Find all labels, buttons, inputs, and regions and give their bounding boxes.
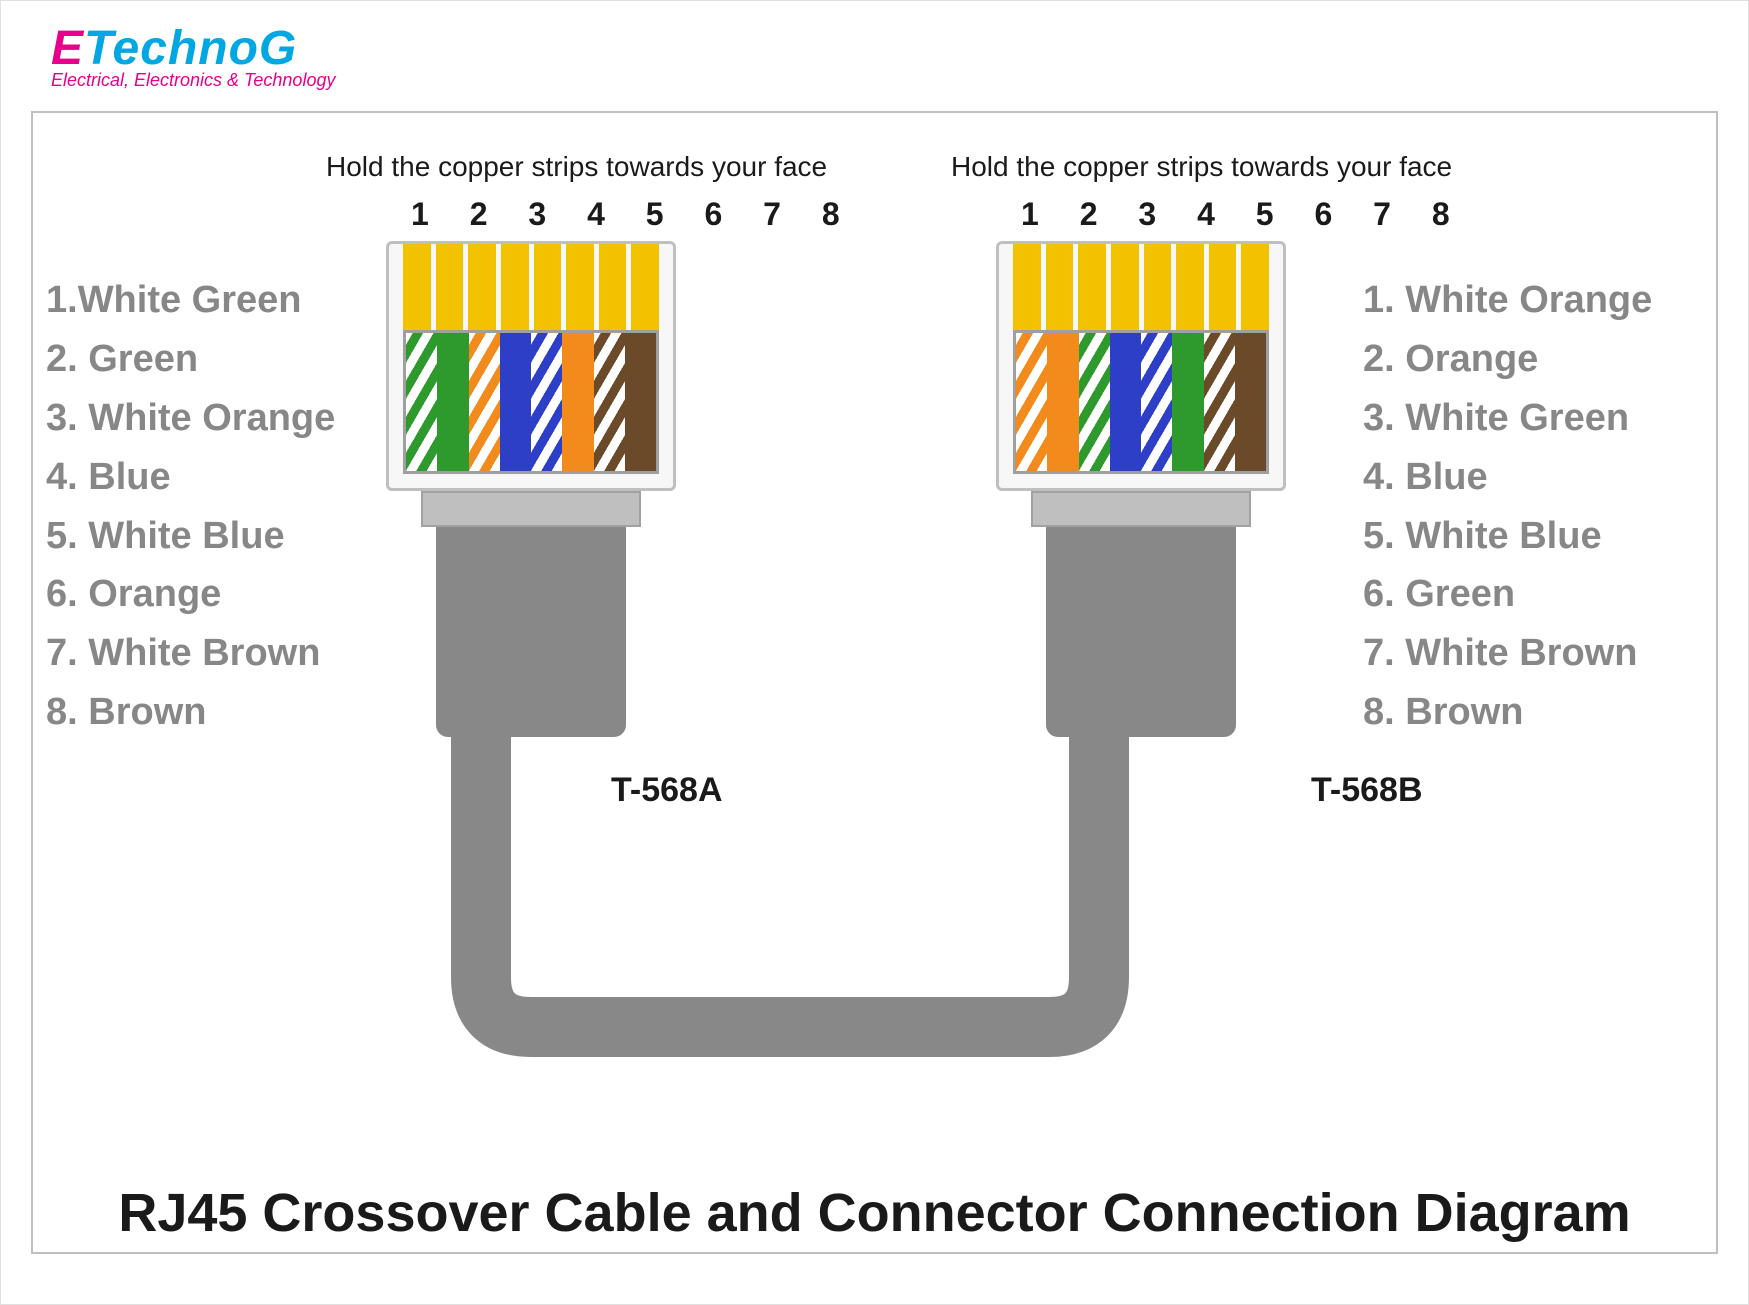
- brand-logo: ETechnoG Electrical, Electronics & Techn…: [51, 21, 335, 91]
- connector-neck-right: [1031, 491, 1251, 527]
- wire: [1110, 333, 1141, 471]
- gold-pin: [1046, 244, 1074, 330]
- wire: [1204, 333, 1235, 471]
- gold-pin: [1111, 244, 1139, 330]
- wire: [625, 333, 656, 471]
- wire: [1141, 333, 1172, 471]
- connector-boot-left: [436, 527, 626, 737]
- connector-left: [386, 241, 676, 737]
- gold-pin: [534, 244, 562, 330]
- gold-pin: [1209, 244, 1237, 330]
- wire-legend-item: 1. White Orange: [1363, 271, 1723, 330]
- gold-pin: [501, 244, 529, 330]
- wire-legend-item: 6. Orange: [46, 565, 346, 624]
- wire-legend-item: 1.White Green: [46, 271, 346, 330]
- wire-legend-item: 7. White Brown: [46, 624, 346, 683]
- wire-legend-item: 2. Green: [46, 330, 346, 389]
- wire-legend-left: 1.White Green2. Green3. White Orange4. B…: [46, 271, 346, 742]
- gold-pin: [599, 244, 627, 330]
- wire: [437, 333, 468, 471]
- rj45-head-right: [996, 241, 1286, 491]
- wire-legend-item: 8. Brown: [1363, 683, 1723, 742]
- brand-name: ETechnoG: [51, 21, 335, 76]
- gold-pin: [1078, 244, 1106, 330]
- wire-legend-item: 7. White Brown: [1363, 624, 1723, 683]
- wire: [1079, 333, 1110, 471]
- wire-legend-item: 2. Orange: [1363, 330, 1723, 389]
- pin-numbers-right: 1 2 3 4 5 6 7 8: [1021, 196, 1466, 233]
- gold-pins-left: [403, 244, 659, 330]
- hint-right: Hold the copper strips towards your face: [951, 151, 1452, 183]
- brand-tagline: Electrical, Electronics & Technology: [51, 70, 335, 91]
- gold-pin: [1241, 244, 1269, 330]
- connector-right: [996, 241, 1286, 737]
- wire: [1172, 333, 1203, 471]
- brand-e-initial: E: [51, 22, 84, 75]
- gold-pin: [436, 244, 464, 330]
- standard-label-right: T-568B: [1311, 771, 1423, 810]
- gold-pins-right: [1013, 244, 1269, 330]
- wire: [406, 333, 437, 471]
- connector-boot-right: [1046, 527, 1236, 737]
- connector-neck-left: [421, 491, 641, 527]
- standard-label-left: T-568A: [611, 771, 723, 810]
- wire: [500, 333, 531, 471]
- pin-numbers-left: 1 2 3 4 5 6 7 8: [411, 196, 856, 233]
- wires-window-left: [403, 330, 659, 474]
- diagram-page: ETechnoG Electrical, Electronics & Techn…: [0, 0, 1749, 1305]
- rj45-head-left: [386, 241, 676, 491]
- wire: [594, 333, 625, 471]
- wire: [531, 333, 562, 471]
- wire: [1235, 333, 1266, 471]
- wires-window-right: [1013, 330, 1269, 474]
- gold-pin: [631, 244, 659, 330]
- wire: [469, 333, 500, 471]
- gold-pin: [1176, 244, 1204, 330]
- gold-pin: [1013, 244, 1041, 330]
- wire-legend-item: 5. White Blue: [1363, 507, 1723, 566]
- gold-pin: [468, 244, 496, 330]
- gold-pin: [566, 244, 594, 330]
- wire-legend-item: 4. Blue: [46, 448, 346, 507]
- gold-pin: [1144, 244, 1172, 330]
- wire-legend-item: 5. White Blue: [46, 507, 346, 566]
- wire: [1016, 333, 1047, 471]
- wire: [562, 333, 593, 471]
- wire-legend-right: 1. White Orange2. Orange3. White Green4.…: [1363, 271, 1723, 742]
- wire-legend-item: 3. White Green: [1363, 389, 1723, 448]
- brand-wordmark: TechnoG: [84, 22, 297, 75]
- wire-legend-item: 3. White Orange: [46, 389, 346, 448]
- wire-legend-item: 4. Blue: [1363, 448, 1723, 507]
- diagram-title: RJ45 Crossover Cable and Connector Conne…: [1, 1182, 1748, 1244]
- hint-left: Hold the copper strips towards your face: [326, 151, 827, 183]
- wire: [1047, 333, 1078, 471]
- wire-legend-item: 8. Brown: [46, 683, 346, 742]
- wire-legend-item: 6. Green: [1363, 565, 1723, 624]
- gold-pin: [403, 244, 431, 330]
